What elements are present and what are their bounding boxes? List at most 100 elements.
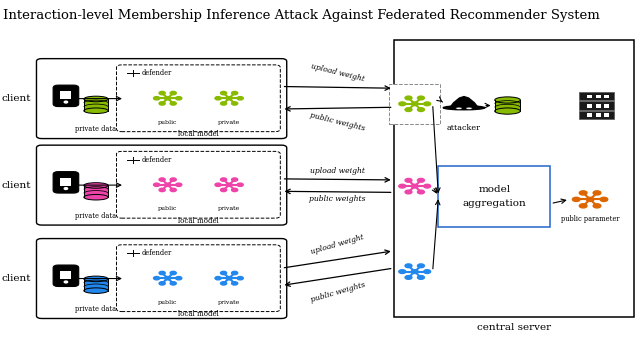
Circle shape bbox=[600, 197, 608, 201]
Circle shape bbox=[221, 282, 227, 285]
Circle shape bbox=[579, 191, 587, 195]
FancyBboxPatch shape bbox=[116, 152, 280, 218]
Bar bbox=[587, 104, 591, 108]
Circle shape bbox=[170, 102, 176, 105]
Text: client: client bbox=[2, 274, 31, 283]
Circle shape bbox=[417, 264, 424, 268]
Text: aggregation: aggregation bbox=[463, 199, 526, 208]
Bar bbox=[60, 271, 72, 279]
Bar bbox=[587, 94, 591, 98]
Bar bbox=[604, 113, 609, 117]
Circle shape bbox=[221, 188, 227, 192]
Bar bbox=[579, 111, 614, 119]
Bar bbox=[596, 94, 602, 98]
Circle shape bbox=[170, 282, 176, 285]
Circle shape bbox=[399, 102, 406, 106]
Ellipse shape bbox=[495, 97, 520, 103]
Circle shape bbox=[417, 275, 424, 279]
Ellipse shape bbox=[456, 107, 462, 109]
Circle shape bbox=[64, 101, 68, 103]
Text: defender: defender bbox=[141, 156, 172, 164]
Bar bbox=[495, 100, 520, 111]
Circle shape bbox=[232, 178, 237, 181]
Circle shape bbox=[164, 183, 171, 186]
Ellipse shape bbox=[495, 108, 520, 114]
Circle shape bbox=[221, 91, 227, 95]
FancyBboxPatch shape bbox=[36, 145, 287, 225]
Text: attacker: attacker bbox=[447, 124, 481, 132]
Text: Interaction-level Membership Inference Attack Against Federated Recommender Syst: Interaction-level Membership Inference A… bbox=[3, 9, 600, 22]
Circle shape bbox=[159, 188, 165, 192]
Polygon shape bbox=[450, 97, 478, 108]
Circle shape bbox=[64, 281, 68, 283]
Circle shape bbox=[405, 108, 412, 111]
Circle shape bbox=[405, 96, 412, 100]
Bar bbox=[389, 84, 440, 124]
Bar bbox=[394, 40, 634, 317]
Text: defender: defender bbox=[141, 69, 172, 77]
Text: local model: local model bbox=[178, 130, 219, 138]
Circle shape bbox=[175, 276, 182, 280]
Bar bbox=[84, 99, 108, 111]
Ellipse shape bbox=[84, 288, 108, 293]
Text: client: client bbox=[2, 94, 31, 103]
Circle shape bbox=[405, 264, 412, 268]
Ellipse shape bbox=[444, 106, 484, 110]
Circle shape bbox=[215, 97, 221, 100]
Circle shape bbox=[412, 102, 418, 106]
Circle shape bbox=[417, 96, 424, 100]
Text: private data: private data bbox=[76, 211, 116, 219]
Text: public: public bbox=[158, 120, 177, 125]
Circle shape bbox=[215, 183, 221, 186]
Text: upload weight: upload weight bbox=[310, 167, 365, 175]
Circle shape bbox=[221, 178, 227, 181]
Circle shape bbox=[170, 178, 176, 181]
Circle shape bbox=[232, 91, 237, 95]
Circle shape bbox=[175, 183, 182, 186]
Circle shape bbox=[164, 97, 171, 100]
Bar bbox=[438, 166, 550, 227]
Bar bbox=[587, 113, 591, 117]
FancyBboxPatch shape bbox=[53, 265, 79, 286]
Text: public parameter: public parameter bbox=[561, 215, 620, 223]
Circle shape bbox=[159, 282, 165, 285]
Text: local model: local model bbox=[178, 310, 219, 318]
Bar bbox=[60, 177, 72, 186]
Circle shape bbox=[154, 276, 160, 280]
Circle shape bbox=[159, 271, 165, 275]
Circle shape bbox=[424, 184, 431, 188]
Circle shape bbox=[159, 102, 165, 105]
Circle shape bbox=[64, 188, 68, 190]
FancyBboxPatch shape bbox=[116, 245, 280, 311]
Text: private: private bbox=[218, 300, 240, 305]
Circle shape bbox=[586, 197, 594, 201]
Bar bbox=[604, 94, 609, 98]
Circle shape bbox=[399, 270, 406, 273]
Circle shape bbox=[572, 197, 580, 201]
Ellipse shape bbox=[84, 276, 108, 282]
Circle shape bbox=[226, 183, 232, 186]
Bar bbox=[596, 104, 602, 108]
Circle shape bbox=[170, 271, 176, 275]
Circle shape bbox=[164, 276, 171, 280]
Circle shape bbox=[159, 91, 165, 95]
Text: public weights: public weights bbox=[309, 280, 366, 303]
Circle shape bbox=[424, 270, 431, 273]
Text: public: public bbox=[158, 300, 177, 305]
Text: upload weight: upload weight bbox=[310, 62, 365, 83]
FancyBboxPatch shape bbox=[53, 172, 79, 193]
Text: client: client bbox=[2, 181, 31, 190]
Text: public weights: public weights bbox=[309, 195, 366, 203]
Circle shape bbox=[405, 179, 412, 182]
FancyBboxPatch shape bbox=[116, 65, 280, 132]
Circle shape bbox=[175, 97, 182, 100]
Circle shape bbox=[232, 188, 237, 192]
Circle shape bbox=[593, 191, 601, 195]
FancyBboxPatch shape bbox=[36, 239, 287, 318]
Circle shape bbox=[159, 178, 165, 181]
Circle shape bbox=[226, 97, 232, 100]
Circle shape bbox=[412, 270, 418, 273]
FancyBboxPatch shape bbox=[36, 59, 287, 139]
Ellipse shape bbox=[466, 107, 472, 109]
Ellipse shape bbox=[84, 183, 108, 188]
